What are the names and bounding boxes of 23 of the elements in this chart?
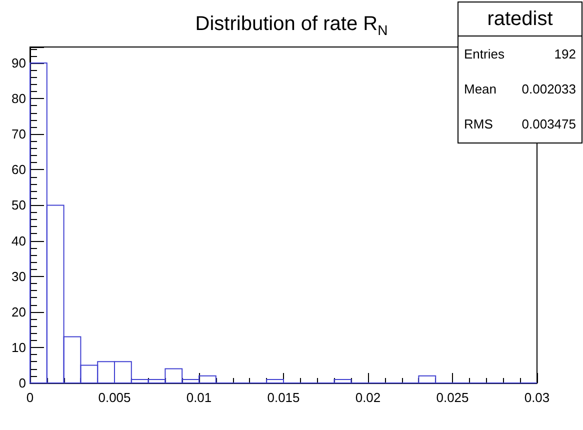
y-tick-label: 50	[12, 198, 26, 213]
annotation: 0.002033	[522, 82, 576, 96]
x-tick-label: 0.01	[186, 390, 212, 405]
y-tick-label: 10	[12, 340, 26, 355]
annotation: 0.003475	[522, 116, 576, 132]
x-tick-label: 0.015	[267, 390, 300, 405]
text: 192	[554, 46, 576, 62]
y-tick-label: 60	[12, 162, 26, 178]
annotation: Entries	[464, 46, 505, 62]
y-tick-label: 80	[12, 91, 26, 106]
x-tick-label: 0.025	[436, 390, 469, 405]
x-tick-label: 0.03	[524, 390, 550, 405]
y-tick-label: 40	[12, 233, 26, 248]
y-tick-label: 30	[12, 268, 26, 284]
x-tick-label: 0.02	[355, 390, 381, 405]
x-tick-label: 0.005	[98, 390, 131, 405]
annotation: Mean	[464, 82, 497, 96]
y-tick-label: 70	[12, 126, 26, 142]
y-tick-label: 0	[18, 376, 26, 390]
y-tick-label: 20	[12, 304, 26, 320]
text: ratedist	[487, 8, 554, 30]
annotation: RMS	[464, 116, 494, 132]
y-tick-label: 90	[12, 56, 26, 70]
